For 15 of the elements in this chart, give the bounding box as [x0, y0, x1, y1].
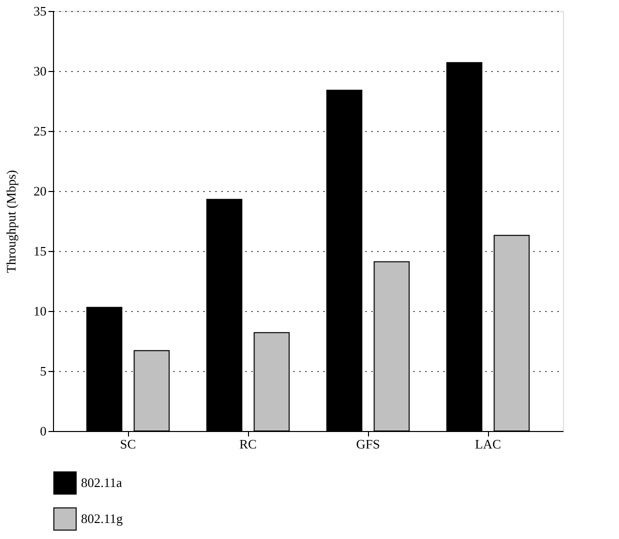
y-tick-label: 0	[40, 424, 46, 438]
y-tick-label: 35	[34, 4, 46, 18]
y-axis-title: Throughput (Mbps)	[4, 170, 18, 273]
y-tick-label: 25	[34, 124, 46, 138]
x-tick-label: LAC	[475, 436, 501, 452]
x-tick-label: GFS	[356, 436, 380, 452]
legend-label: 802.11g	[81, 511, 124, 526]
y-tick-label: 30	[34, 64, 46, 78]
y-tick-label: 20	[34, 184, 46, 198]
y-tick-label: 15	[34, 244, 46, 258]
y-tick-label: 10	[34, 304, 46, 318]
x-tick-label: RC	[239, 436, 257, 452]
x-tick-label: SC	[120, 436, 136, 452]
y-tick-label: 5	[40, 364, 46, 378]
legend-label: 802.11a	[81, 475, 122, 490]
